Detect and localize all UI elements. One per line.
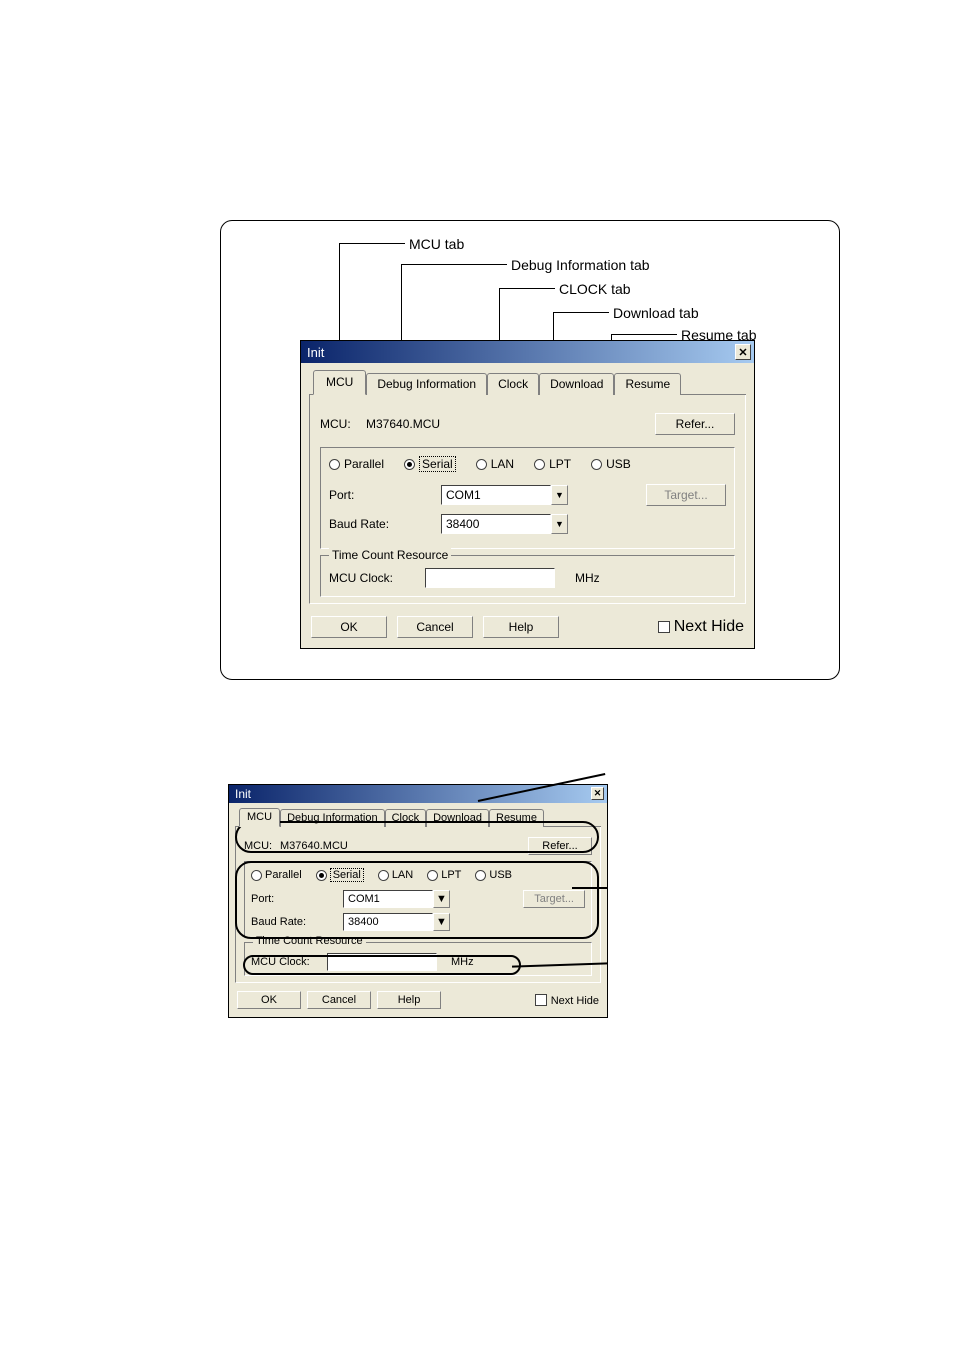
tabstrip: MCU Debug Information Clock Download Res…: [235, 807, 601, 827]
baud-input[interactable]: [343, 913, 433, 931]
interface-radios: Parallel Serial LAN LPT USB: [329, 456, 726, 472]
radio-usb[interactable]: USB: [591, 456, 631, 472]
close-icon[interactable]: ✕: [591, 787, 604, 800]
radio-lan[interactable]: LAN: [476, 456, 514, 472]
title-text: Init: [235, 787, 251, 801]
radio-lan[interactable]: LAN: [378, 868, 413, 882]
fieldset-legend: Time Count Resource: [253, 935, 366, 947]
callout-mcu-tab: MCU tab: [409, 236, 464, 252]
chevron-down-icon[interactable]: ▼: [433, 890, 450, 908]
port-input[interactable]: [343, 890, 433, 908]
help-button[interactable]: Help: [483, 616, 559, 638]
close-icon[interactable]: ✕: [735, 344, 751, 360]
cancel-button[interactable]: Cancel: [307, 991, 371, 1009]
time-count-fieldset: Time Count Resource MCU Clock: MHz: [320, 555, 735, 597]
tab-clock[interactable]: Clock: [487, 373, 539, 395]
tab-resume[interactable]: Resume: [614, 373, 681, 395]
titlebar[interactable]: Init ✕: [229, 785, 607, 803]
tab-clock[interactable]: Clock: [385, 809, 427, 827]
baud-label: Baud Rate:: [251, 916, 343, 928]
tab-debug[interactable]: Debug Information: [366, 373, 487, 395]
cancel-button[interactable]: Cancel: [397, 616, 473, 638]
baud-combo[interactable]: ▼: [441, 514, 568, 534]
tabstrip: MCU Debug Information Clock Download Res…: [309, 369, 746, 395]
button-row: OK Cancel Help Next Hide: [229, 987, 607, 1017]
refer-button[interactable]: Refer...: [655, 413, 735, 435]
radio-parallel[interactable]: Parallel: [329, 456, 384, 472]
tab-debug[interactable]: Debug Information: [280, 809, 385, 827]
mcuclock-input[interactable]: [327, 953, 437, 971]
ok-button[interactable]: OK: [237, 991, 301, 1009]
radio-lpt[interactable]: LPT: [534, 456, 571, 472]
mcu-panel: MCU: M37640.MCU Refer... Parallel Serial…: [309, 395, 746, 604]
baud-combo[interactable]: ▼: [343, 913, 450, 931]
init-dialog-1: Init ✕ MCU Debug Information Clock Downl…: [300, 340, 755, 649]
tab-mcu[interactable]: MCU: [239, 808, 280, 827]
baud-input[interactable]: [441, 514, 551, 534]
button-row: OK Cancel Help Next Hide: [301, 610, 754, 648]
annot-line-2: [572, 887, 608, 889]
radio-parallel[interactable]: Parallel: [251, 868, 302, 882]
interface-radios: Parallel Serial LAN LPT USB: [251, 868, 585, 882]
port-combo[interactable]: ▼: [343, 890, 450, 908]
baud-label: Baud Rate:: [329, 517, 441, 531]
tab-download[interactable]: Download: [539, 373, 614, 395]
mcuclock-unit: MHz: [451, 956, 474, 968]
radio-usb[interactable]: USB: [475, 868, 512, 882]
comm-group: Parallel Serial LAN LPT USB Port: ▼ Targ…: [320, 447, 735, 549]
nexthide-checkbox[interactable]: Next Hide: [535, 991, 599, 1009]
target-button[interactable]: Target...: [646, 484, 726, 506]
chevron-down-icon[interactable]: ▼: [433, 913, 450, 931]
target-button[interactable]: Target...: [523, 890, 585, 908]
tab-mcu[interactable]: MCU: [313, 370, 366, 395]
mcuclock-input[interactable]: [425, 568, 555, 588]
comm-group: Parallel Serial LAN LPT USB Port: ▼ Targ…: [244, 861, 592, 938]
mcuclock-label: MCU Clock:: [329, 571, 425, 585]
tab-download[interactable]: Download: [426, 809, 489, 827]
titlebar[interactable]: Init ✕: [301, 341, 754, 363]
port-input[interactable]: [441, 485, 551, 505]
fieldset-legend: Time Count Resource: [329, 548, 451, 562]
tab-resume[interactable]: Resume: [489, 809, 544, 827]
mcu-label: MCU:: [244, 840, 280, 852]
ok-button[interactable]: OK: [311, 616, 387, 638]
port-label: Port:: [251, 893, 343, 905]
chevron-down-icon[interactable]: ▼: [551, 514, 568, 534]
radio-serial[interactable]: Serial: [404, 456, 456, 472]
port-label: Port:: [329, 488, 441, 502]
callout-debug-tab: Debug Information tab: [511, 257, 650, 273]
refer-button[interactable]: Refer...: [528, 837, 592, 855]
mcu-label: MCU:: [320, 417, 366, 431]
help-button[interactable]: Help: [377, 991, 441, 1009]
mcu-value: M37640.MCU: [366, 417, 440, 431]
time-count-fieldset: Time Count Resource MCU Clock: MHz: [244, 942, 592, 976]
chevron-down-icon[interactable]: ▼: [551, 485, 568, 505]
radio-lpt[interactable]: LPT: [427, 868, 461, 882]
mcuclock-label: MCU Clock:: [251, 956, 327, 968]
callout-download-tab: Download tab: [613, 305, 699, 321]
port-combo[interactable]: ▼: [441, 485, 568, 505]
mcu-panel: MCU: M37640.MCU Refer... Parallel Serial…: [235, 827, 601, 983]
mcu-value: M37640.MCU: [280, 840, 348, 852]
init-dialog-2: Init ✕ MCU Debug Information Clock Downl…: [228, 784, 608, 1018]
radio-serial[interactable]: Serial: [316, 868, 364, 882]
mcuclock-unit: MHz: [575, 571, 600, 585]
nexthide-checkbox[interactable]: Next Hide: [658, 618, 744, 636]
title-text: Init: [307, 345, 324, 360]
callout-clock-tab: CLOCK tab: [559, 281, 631, 297]
